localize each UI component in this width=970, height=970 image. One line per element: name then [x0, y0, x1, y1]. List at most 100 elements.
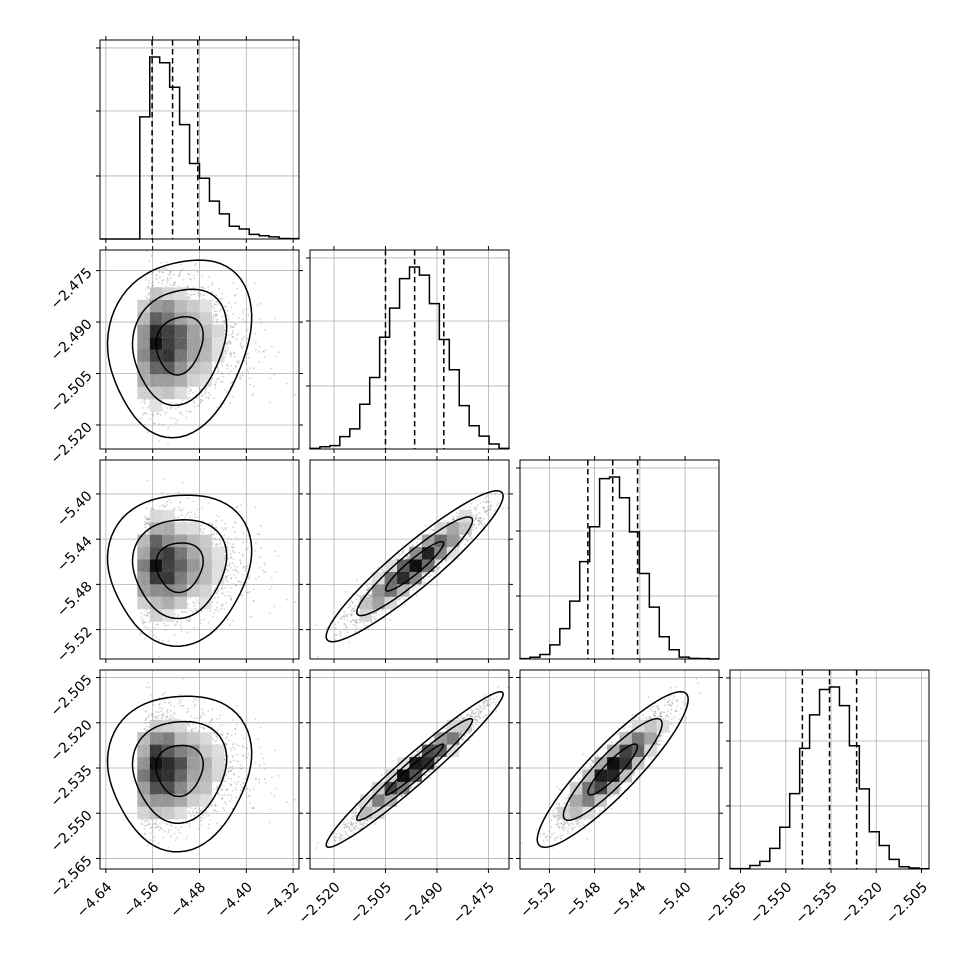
scatter-point	[156, 274, 159, 276]
scatter-point	[167, 442, 169, 444]
scatter-point	[159, 413, 162, 416]
density-cell	[174, 299, 187, 313]
scatter-point	[189, 277, 191, 280]
scatter-point	[153, 627, 156, 630]
scatter-point	[188, 390, 190, 393]
scatter-point	[165, 261, 168, 264]
scatter-point	[174, 422, 177, 425]
scatter-point	[262, 350, 265, 353]
scatter-point	[144, 515, 146, 518]
scatter-point	[144, 402, 147, 404]
scatter-point	[242, 374, 245, 377]
scatter-point	[140, 612, 143, 614]
scatter-point	[205, 391, 208, 394]
scatter-point	[228, 372, 230, 375]
density-cell	[137, 337, 150, 350]
scatter-point	[237, 360, 240, 363]
scatter-point	[215, 592, 218, 594]
scatter-point	[148, 405, 150, 407]
scatter-point	[194, 264, 197, 266]
scatter-point	[207, 286, 210, 289]
scatter-point	[194, 262, 197, 265]
scatter-point	[216, 300, 218, 303]
scatter-point	[275, 355, 277, 358]
scatter-point	[201, 506, 203, 509]
scatter-point	[262, 569, 265, 572]
scatter-point	[178, 506, 180, 509]
scatter-point	[211, 319, 214, 322]
scatter-point	[182, 278, 185, 281]
scatter-point	[146, 431, 149, 433]
scatter-point	[216, 610, 219, 612]
scatter-point	[151, 273, 153, 275]
scatter-point	[159, 276, 161, 279]
scatter-point	[179, 624, 181, 627]
scatter-point	[234, 373, 237, 376]
scatter-point	[233, 551, 236, 554]
scatter-point	[200, 401, 203, 404]
scatter-point	[241, 347, 244, 349]
scatter-point	[230, 326, 232, 328]
scatter-point	[226, 618, 229, 621]
scatter-point	[226, 334, 229, 336]
scatter-point	[141, 622, 144, 625]
scatter-point	[235, 366, 237, 368]
scatter-point	[187, 497, 190, 499]
scatter-point	[169, 277, 172, 280]
density-cell	[211, 337, 225, 350]
scatter-point	[177, 406, 180, 409]
scatter-point	[215, 314, 217, 317]
scatter-point	[224, 350, 227, 352]
scatter-point	[172, 284, 174, 287]
density-cell	[199, 299, 212, 313]
scatter-point	[242, 312, 245, 314]
scatter-point	[187, 286, 190, 289]
density-cell	[162, 386, 175, 400]
scatter-point	[216, 320, 219, 323]
scatter-point	[151, 284, 154, 287]
scatter-point	[214, 314, 217, 316]
scatter-point	[168, 271, 171, 273]
density-cell	[187, 299, 200, 313]
scatter-point	[209, 609, 212, 612]
scatter-point	[226, 367, 229, 370]
scatter-point	[224, 586, 227, 589]
scatter-point	[147, 287, 150, 289]
scatter-point	[230, 364, 233, 367]
scatter-point	[204, 389, 207, 392]
scatter-point	[226, 364, 229, 367]
scatter-point	[240, 374, 242, 377]
scatter-point	[235, 323, 238, 326]
scatter-point	[247, 371, 250, 374]
scatter-point	[258, 318, 261, 320]
scatter-point	[153, 422, 156, 425]
scatter-point	[201, 399, 204, 402]
density-cell	[162, 349, 175, 362]
scatter-point	[241, 337, 244, 340]
scatter-point	[197, 292, 200, 295]
scatter-point	[157, 281, 160, 284]
scatter-point	[232, 546, 235, 548]
scatter-point	[153, 422, 156, 425]
panel-0-0	[96, 36, 300, 243]
scatter-point	[220, 361, 223, 364]
scatter-point	[230, 370, 233, 373]
scatter-point	[199, 622, 202, 625]
scatter-point	[141, 414, 144, 416]
density-cell	[211, 324, 225, 337]
scatter-point	[220, 607, 222, 610]
scatter-point	[217, 371, 220, 373]
scatter-point	[203, 618, 206, 621]
scatter-point	[258, 556, 261, 559]
density-cell	[187, 374, 200, 387]
scatter-point	[213, 310, 216, 312]
scatter-point	[229, 325, 232, 327]
scatter-point	[251, 394, 254, 396]
scatter-point	[200, 388, 203, 390]
scatter-point	[141, 407, 144, 409]
scatter-point	[225, 306, 227, 308]
scatter-point	[173, 634, 176, 637]
scatter-point	[252, 367, 255, 369]
scatter-point	[148, 292, 151, 295]
scatter-point	[258, 567, 261, 569]
